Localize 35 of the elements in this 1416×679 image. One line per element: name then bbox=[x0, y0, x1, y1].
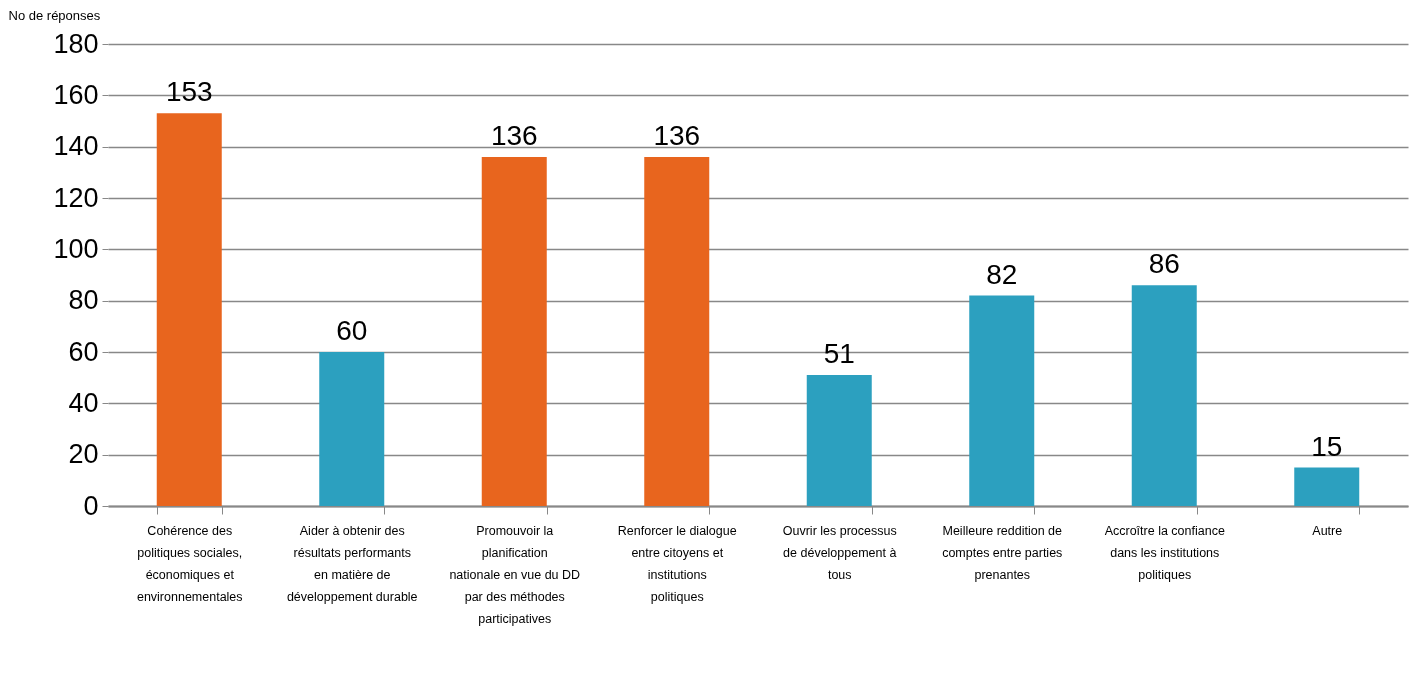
y-tick-label: 0 bbox=[83, 490, 99, 521]
x-tick-label: Aider à obtenir des résultats performants en matière de développement durable bbox=[286, 523, 418, 604]
x-tick-label: Renforcer le dialogue entre citoyens et institutions politiques bbox=[617, 523, 737, 604]
data-label: 153 bbox=[165, 76, 213, 108]
y-tick-label: 20 bbox=[68, 439, 99, 470]
x-tick-label: Autre bbox=[1312, 523, 1343, 538]
data-label: 136 bbox=[653, 119, 701, 151]
bar bbox=[806, 375, 872, 506]
bar bbox=[156, 113, 222, 506]
y-tick-label: 120 bbox=[53, 182, 99, 213]
x-tick-label: Meilleure reddition de comptes entre parties prenantes bbox=[942, 523, 1063, 582]
data-label: 60 bbox=[336, 315, 368, 346]
bar bbox=[1131, 285, 1197, 506]
data-label: 86 bbox=[1148, 248, 1180, 280]
x-tick-label: Ouvrir les processus de développement à tous bbox=[782, 523, 897, 582]
x-tick-label: Cohérence des politiques sociales, économiques et environnementales bbox=[136, 523, 243, 604]
y-tick-label: 80 bbox=[68, 285, 99, 316]
y-tick-label: 40 bbox=[68, 387, 99, 418]
data-label: 136 bbox=[490, 119, 538, 151]
x-tick-label: Promouvoir la planification nationale en vue du DD par des méthodes participatives bbox=[449, 523, 581, 626]
bar bbox=[319, 352, 385, 506]
y-tick-label: 160 bbox=[53, 79, 99, 110]
bar bbox=[481, 156, 547, 506]
bar bbox=[969, 295, 1035, 506]
data-label: 51 bbox=[823, 338, 855, 370]
x-tick-label: Accroître la confiance dans les institutions politiques bbox=[1104, 523, 1225, 582]
y-tick-label: 100 bbox=[53, 233, 99, 264]
data-label: 15 bbox=[1311, 430, 1343, 462]
y-axis-title: No de réponses bbox=[8, 7, 101, 23]
y-tick-label: 140 bbox=[53, 131, 99, 162]
bar bbox=[644, 156, 710, 506]
y-tick-label: 60 bbox=[68, 336, 99, 367]
bar bbox=[1294, 467, 1360, 506]
data-label: 82 bbox=[986, 258, 1018, 290]
y-tick-label: 180 bbox=[53, 28, 99, 59]
